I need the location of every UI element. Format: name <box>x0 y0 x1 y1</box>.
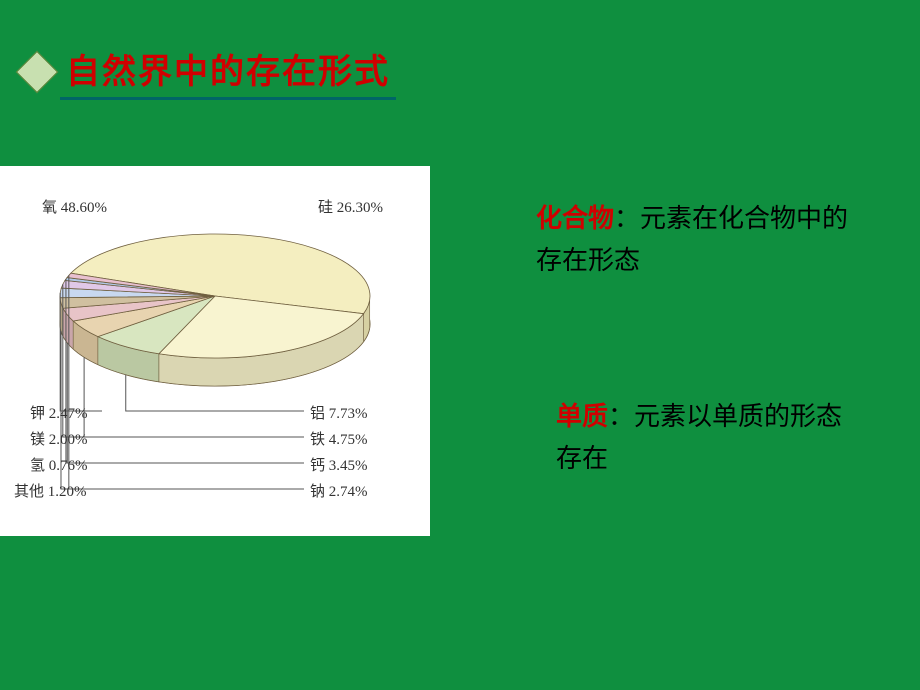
pie-label-钾: 钾 2.47% <box>30 402 88 423</box>
title-row: 自然界中的存在形式 <box>22 44 396 100</box>
pie-label-铁: 铁 4.75% <box>310 428 368 449</box>
pie-label-氢: 氢 0.76% <box>30 454 88 475</box>
page-title: 自然界中的存在形式 <box>60 44 396 100</box>
pie-label-其他: 其他 1.20% <box>14 480 87 501</box>
compound-head: 化合物 <box>536 204 614 233</box>
compound-block: 化合物：元素在化合物中的存在形态 <box>536 198 866 281</box>
pie-label-镁: 镁 2.00% <box>30 428 88 449</box>
pie-label-硅: 硅 26.30% <box>318 196 383 217</box>
pie-label-铝: 铝 7.73% <box>310 402 368 423</box>
pie-chart-panel: 氧 48.60% 硅 26.30% 铝 7.73% 铁 4.75% 钙 3.45% 钠 2… <box>0 166 430 536</box>
simple-block: 单质：元素以单质的形态存在 <box>556 396 866 479</box>
pie-label-钠: 钠 2.74% <box>310 480 368 501</box>
pie-label-氧: 氧 48.60% <box>42 196 107 217</box>
diamond-icon <box>16 51 58 93</box>
simple-head: 单质 <box>556 402 608 431</box>
pie-label-钙: 钙 3.45% <box>310 454 368 475</box>
